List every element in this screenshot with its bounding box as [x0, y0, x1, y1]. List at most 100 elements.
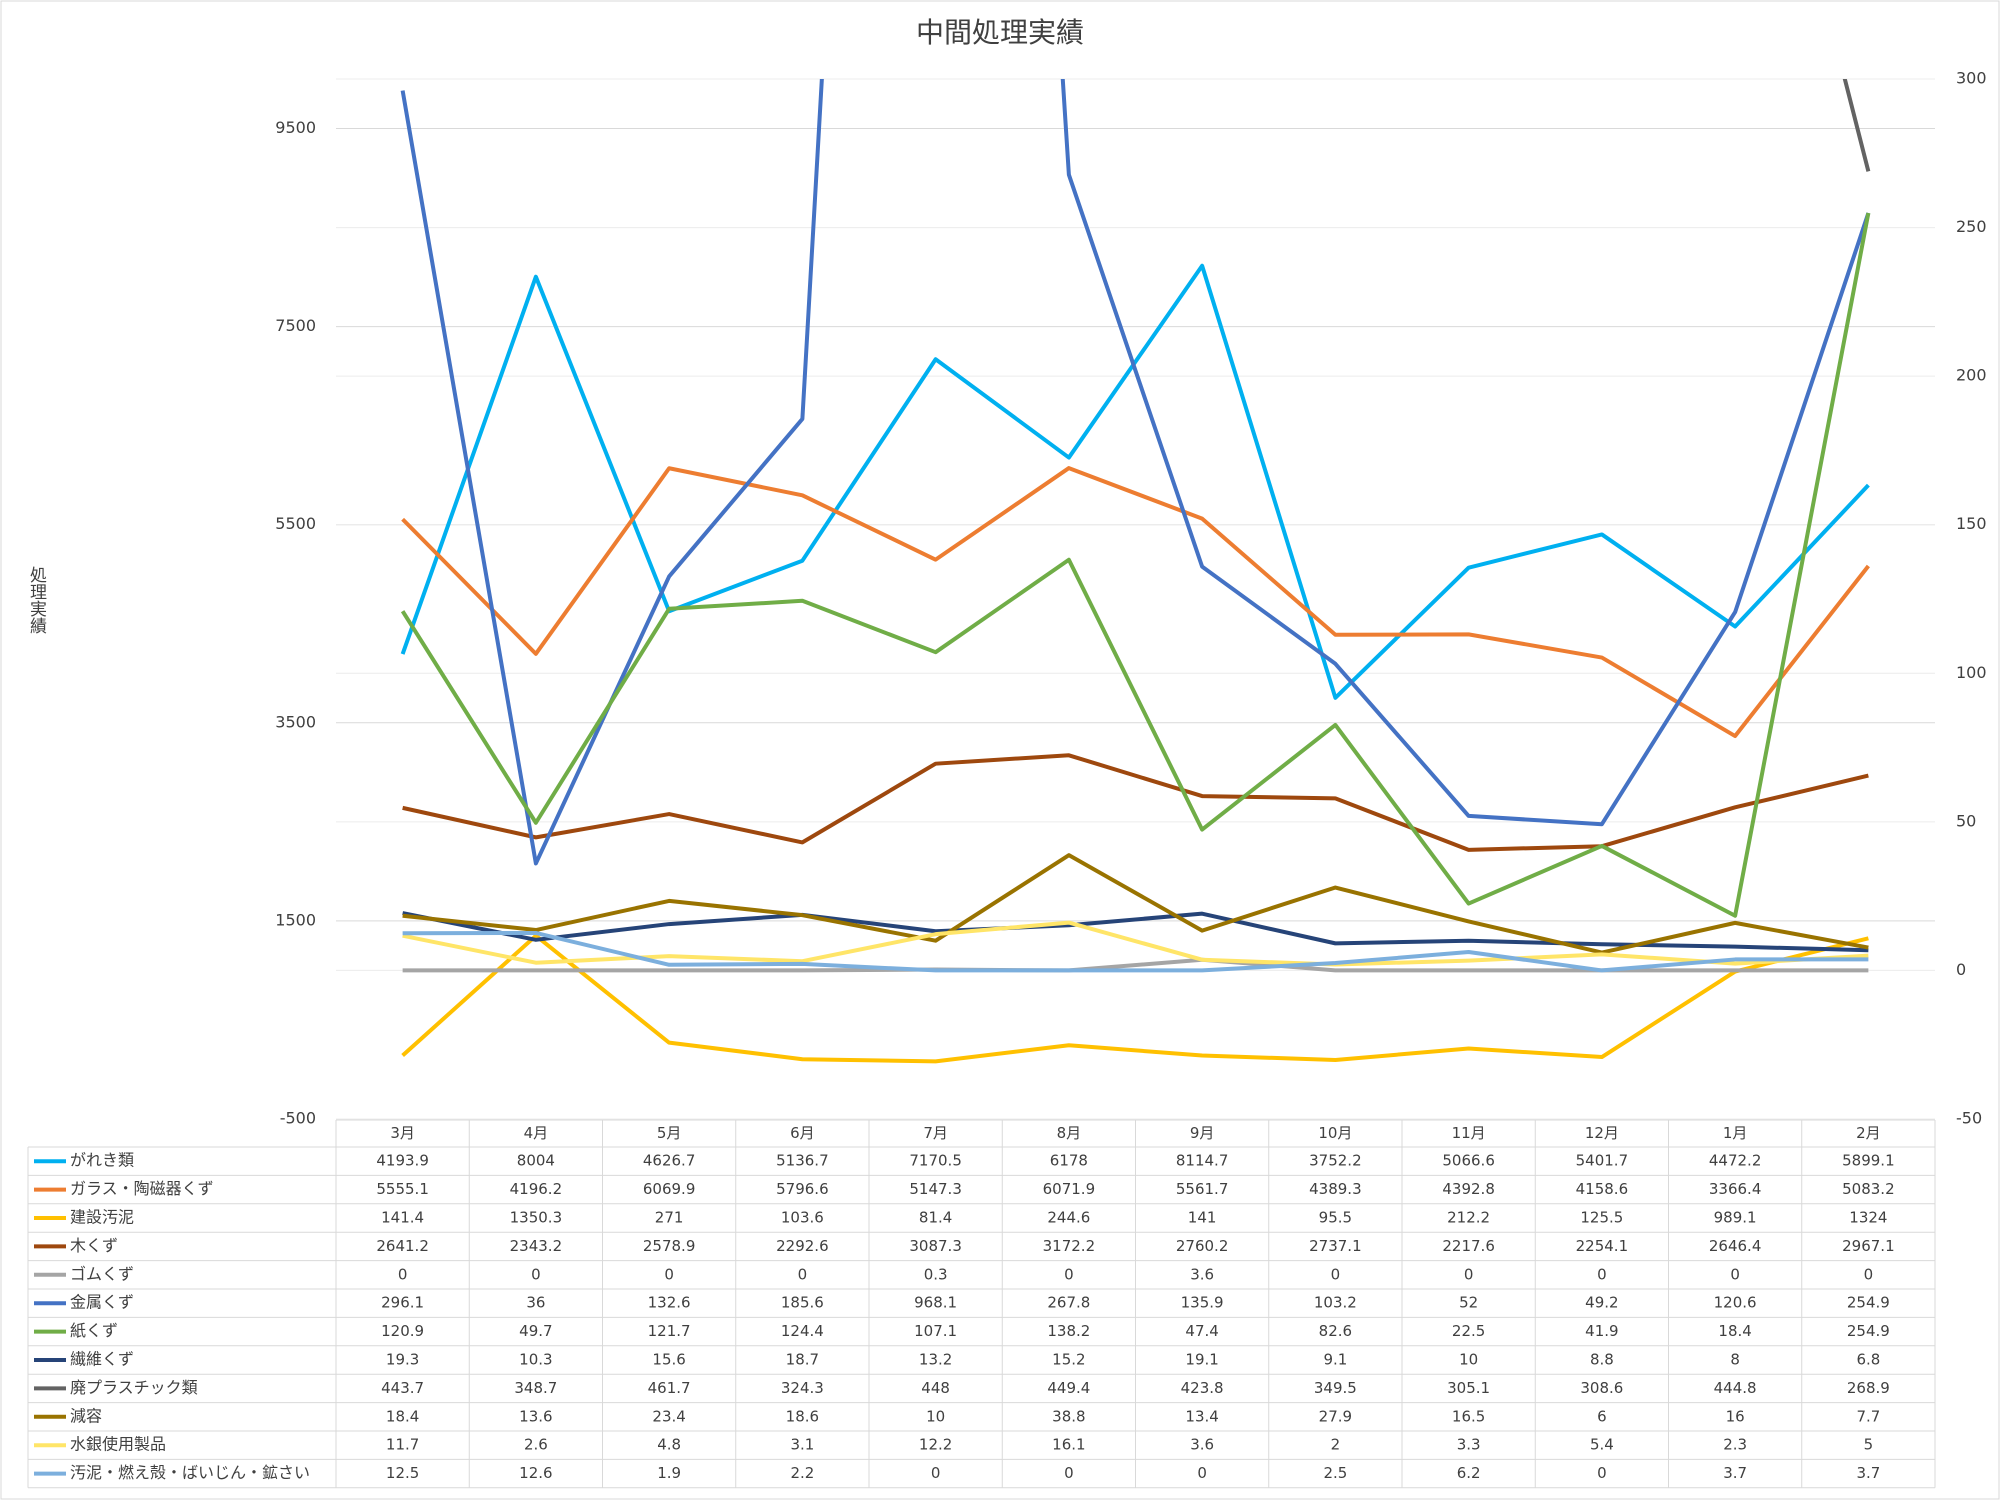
table-cell: 267.8 [1047, 1294, 1090, 1312]
x-tick-label: 4月 [524, 1124, 549, 1142]
table-cell: 268.9 [1847, 1379, 1890, 1397]
table-cell: 2343.2 [510, 1237, 563, 1255]
table-cell: 103.2 [1314, 1294, 1357, 1312]
table-cell: 1350.3 [510, 1209, 563, 1227]
table-cell: 19.1 [1185, 1351, 1218, 1369]
table-cell: 36 [526, 1294, 545, 1312]
table-cell: 138.2 [1047, 1322, 1090, 1340]
table-cell: 0 [931, 1464, 941, 1482]
table-cell: 4193.9 [376, 1152, 429, 1170]
x-tick-label: 6月 [790, 1124, 815, 1142]
table-cell: 9.1 [1323, 1351, 1347, 1369]
table-cell: 271 [655, 1209, 684, 1227]
table-cell: 52 [1459, 1294, 1478, 1312]
chart-title: 中間処理実績 [916, 16, 1084, 49]
table-cell: 6071.9 [1043, 1180, 1096, 1198]
series-line [401, 466, 1870, 739]
table-cell: 19.3 [386, 1351, 419, 1369]
table-cell: 5 [1864, 1436, 1874, 1454]
y2-tick-label: 100 [1956, 663, 1987, 682]
y-tick-label: -500 [280, 1109, 316, 1128]
table-cell: 348.7 [514, 1379, 557, 1397]
legend-label: 汚泥・燃え殻・ばいじん・鉱さい [70, 1463, 310, 1482]
legend-label: 水銀使用製品 [70, 1435, 166, 1454]
series-line [401, 933, 1869, 1064]
y2-tick-label: 50 [1956, 811, 1976, 830]
table-cell: 0 [531, 1265, 541, 1283]
table-cell: 423.8 [1181, 1379, 1224, 1397]
table-cell: 2217.6 [1442, 1237, 1495, 1255]
table-cell: 1324 [1849, 1209, 1887, 1227]
table-cell: 444.8 [1714, 1379, 1757, 1397]
table-cell: 443.7 [381, 1379, 424, 1397]
table-cell: 4389.3 [1309, 1180, 1362, 1198]
table-cell: 0 [1730, 1265, 1740, 1283]
table-cell: 2.6 [524, 1436, 548, 1454]
table-cell: 0 [1197, 1464, 1207, 1482]
table-cell: 3.6 [1190, 1265, 1214, 1283]
table-cell: 27.9 [1319, 1407, 1352, 1425]
table-cell: 3366.4 [1709, 1180, 1762, 1198]
table-cell: 2646.4 [1709, 1237, 1762, 1255]
table-cell: 0 [798, 1265, 808, 1283]
table-cell: 2967.1 [1842, 1237, 1895, 1255]
table-cell: 22.5 [1452, 1322, 1485, 1340]
table-cell: 0 [1597, 1464, 1607, 1482]
legend-label: 建設汚泥 [70, 1208, 134, 1227]
table-cell: 324.3 [781, 1379, 824, 1397]
x-tick-label: 12月 [1585, 1124, 1619, 1142]
table-cell: 0 [1064, 1464, 1074, 1482]
table-cell: 13.6 [519, 1407, 552, 1425]
table-cell: 141 [1188, 1209, 1217, 1227]
table-cell: 4472.2 [1709, 1152, 1762, 1170]
table-cell: 0 [1864, 1265, 1874, 1283]
table-cell: 2737.1 [1309, 1237, 1362, 1255]
table-cell: 125.5 [1580, 1209, 1623, 1227]
x-tick-label: 10月 [1318, 1124, 1352, 1142]
table-cell: 120.9 [381, 1322, 424, 1340]
table-cell: 10 [926, 1407, 945, 1425]
series-line [402, 753, 1869, 852]
table-cell: 0 [1597, 1265, 1607, 1283]
y2-tick-label: 200 [1956, 366, 1987, 385]
table-cell: 0 [1331, 1265, 1341, 1283]
table-cell: 5.4 [1590, 1436, 1614, 1454]
table-cell: 16 [1726, 1407, 1745, 1425]
table-cell: 448 [921, 1379, 950, 1397]
table-cell: 2760.2 [1176, 1237, 1229, 1255]
y-tick-label: 1500 [275, 910, 316, 929]
table-cell: 16.1 [1052, 1436, 1085, 1454]
table-cell: 10.3 [519, 1351, 552, 1369]
table-cell: 2.3 [1723, 1436, 1747, 1454]
table-cell: 12.5 [386, 1464, 419, 1482]
table-cell: 5136.7 [776, 1152, 829, 1170]
series-line [400, 212, 1871, 918]
legend-label: ガラス・陶磁器くず [70, 1179, 214, 1198]
series-line [402, 911, 1869, 953]
table-cell: 0 [1464, 1265, 1474, 1283]
table-cell: 6178 [1050, 1152, 1088, 1170]
table-cell: 10 [1459, 1351, 1478, 1369]
table-cell: 23.4 [652, 1407, 685, 1425]
table-cell: 254.9 [1847, 1322, 1890, 1340]
table-cell: 12.6 [519, 1464, 552, 1482]
table-cell: 18.4 [1718, 1322, 1751, 1340]
y2-tick-label: 300 [1956, 69, 1987, 88]
table-cell: 81.4 [919, 1209, 952, 1227]
table-cell: 212.2 [1447, 1209, 1490, 1227]
table-cell: 349.5 [1314, 1379, 1357, 1397]
table-cell: 12.2 [919, 1436, 952, 1454]
table-cell: 38.8 [1052, 1407, 1085, 1425]
table-cell: 296.1 [381, 1294, 424, 1312]
legend-label: 木くず [70, 1236, 118, 1255]
table-cell: 2.2 [790, 1464, 814, 1482]
table-cell: 132.6 [648, 1294, 691, 1312]
table-cell: 47.4 [1185, 1322, 1218, 1340]
y2-tick-label: 150 [1956, 514, 1987, 533]
table-cell: 8.8 [1590, 1351, 1614, 1369]
y-tick-label: 7500 [275, 316, 316, 335]
table-cell: 121.7 [648, 1322, 691, 1340]
table-cell: 989.1 [1714, 1209, 1757, 1227]
table-cell: 3.1 [790, 1436, 814, 1454]
